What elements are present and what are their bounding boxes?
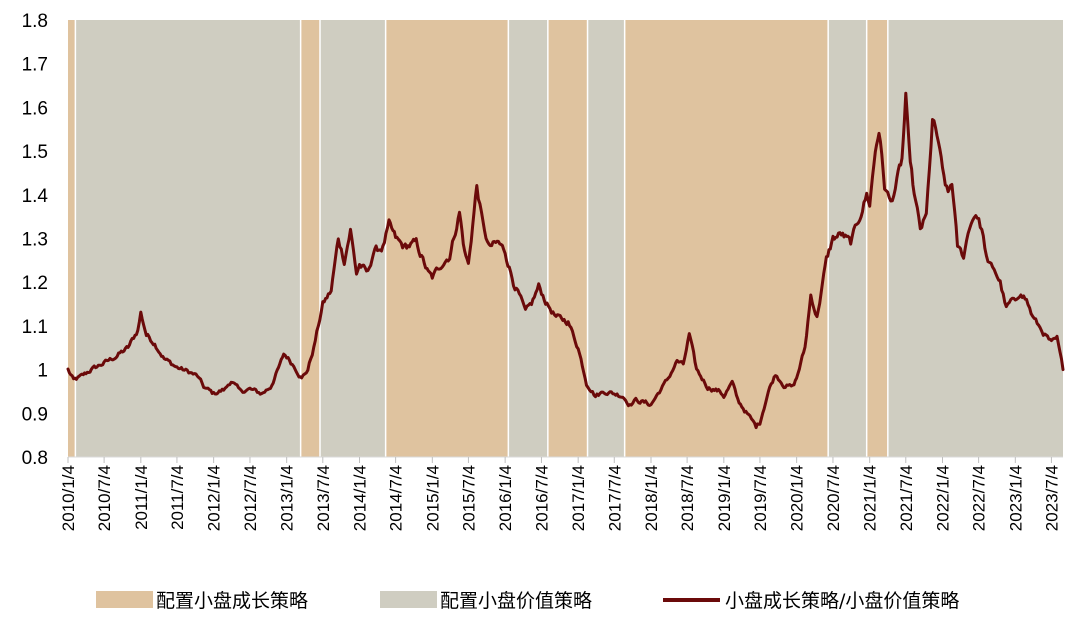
x-tick-label-0: 2010/1/4 <box>59 465 78 531</box>
x-tick-label-27: 2023/7/4 <box>1042 465 1061 531</box>
regime-band-growth-2 <box>300 20 320 457</box>
x-tick-label-7: 2013/7/4 <box>314 465 333 531</box>
x-tick-label-14: 2017/1/4 <box>569 465 588 531</box>
regime-band-value-5 <box>508 20 548 457</box>
x-tick-label-15: 2017/7/4 <box>605 465 624 531</box>
y-tick-label-10: 1.8 <box>22 11 48 32</box>
y-tick-label-3: 1.1 <box>22 317 48 338</box>
legend-label-value: 配置小盘价值策略 <box>440 590 592 612</box>
y-tick-label-2: 1 <box>37 361 48 382</box>
x-tick-label-1: 2010/7/4 <box>95 465 114 531</box>
x-tick-label-23: 2021/7/4 <box>897 465 916 531</box>
x-tick-label-12: 2016/1/4 <box>496 465 515 531</box>
x-tick-label-10: 2015/1/4 <box>423 465 442 531</box>
x-tick-label-4: 2012/1/4 <box>205 465 224 531</box>
x-tick-label-19: 2019/7/4 <box>751 465 770 531</box>
x-tick-label-9: 2014/7/4 <box>387 465 406 531</box>
x-tick-label-17: 2018/7/4 <box>678 465 697 531</box>
axes <box>67 456 1063 463</box>
regime-band-value-11 <box>887 20 1063 457</box>
x-tick-label-2: 2011/1/4 <box>132 465 151 530</box>
legend-swatch-value <box>380 591 437 608</box>
y-tick-label-4: 1.2 <box>22 273 48 294</box>
legend: 配置小盘成长策略 配置小盘价值策略 小盘成长策略/小盘价值策略 <box>96 590 959 612</box>
series-line-ratio <box>66 91 1065 430</box>
x-axis-tick-labels: 2010/1/4 2010/7/4 2011/1/4 2011/7/4 2012/1/4… <box>59 465 1061 531</box>
series-layer <box>66 91 1065 430</box>
x-tick-label-11: 2015/7/4 <box>459 465 478 531</box>
regime-bands <box>68 20 1063 457</box>
y-tick-label-7: 1.5 <box>22 142 48 163</box>
y-axis-tick-labels: 0.8 0.9 1 1.1 1.2 1.3 1.4 1.5 1.6 1.7 1.8 <box>22 11 49 469</box>
y-tick-label-0: 0.8 <box>22 448 48 469</box>
regime-band-value-7 <box>587 20 625 457</box>
regime-band-value-1 <box>75 20 301 457</box>
legend-label-ratio: 小盘成长策略/小盘价值策略 <box>725 590 959 612</box>
regime-band-growth-4 <box>385 20 509 457</box>
legend-swatch-growth <box>96 591 153 608</box>
x-tick-label-13: 2016/7/4 <box>532 465 551 531</box>
x-tick-label-3: 2011/7/4 <box>168 465 187 530</box>
x-tick-label-16: 2018/1/4 <box>642 465 661 531</box>
x-tick-label-24: 2022/1/4 <box>933 465 952 531</box>
legend-label-growth: 配置小盘成长策略 <box>156 590 308 612</box>
legend-item-ratio: 小盘成长策略/小盘价值策略 <box>663 590 959 612</box>
y-tick-label-9: 1.7 <box>22 55 48 76</box>
x-tick-label-21: 2020/7/4 <box>824 465 843 531</box>
x-tick-label-26: 2023/1/4 <box>1006 465 1025 531</box>
regime-band-growth-10 <box>866 20 888 457</box>
legend-item-value: 配置小盘价值策略 <box>380 590 592 612</box>
y-tick-label-1: 0.9 <box>22 404 48 425</box>
x-tick-label-25: 2022/7/4 <box>970 465 989 531</box>
x-tick-label-5: 2012/7/4 <box>241 465 260 531</box>
x-tick-label-22: 2021/1/4 <box>861 465 880 531</box>
regime-band-growth-0 <box>68 20 76 457</box>
legend-item-growth: 配置小盘成长策略 <box>96 590 308 612</box>
y-tick-label-6: 1.4 <box>22 186 49 207</box>
x-tick-label-8: 2014/1/4 <box>350 465 369 531</box>
y-tick-label-8: 1.6 <box>22 98 48 119</box>
regime-band-growth-6 <box>547 20 588 457</box>
x-tick-label-18: 2019/1/4 <box>715 465 734 531</box>
x-tick-label-20: 2020/1/4 <box>788 465 807 531</box>
x-tick-label-6: 2013/1/4 <box>278 465 297 531</box>
y-tick-label-5: 1.3 <box>22 230 48 251</box>
